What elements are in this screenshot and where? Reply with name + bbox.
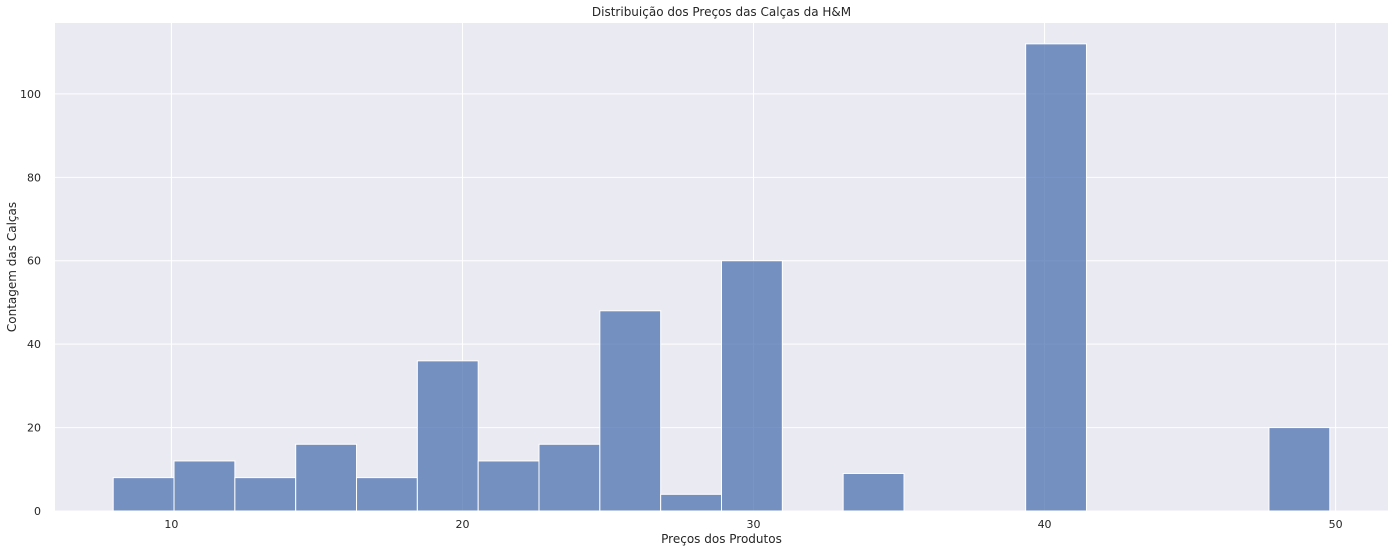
y-tick-label: 40 (27, 338, 41, 351)
y-axis-label: Contagem das Calças (5, 202, 19, 332)
histogram-bar (660, 493, 722, 512)
histogram-bar (599, 310, 662, 512)
histogram-bar (721, 260, 783, 512)
axis-ticks: 10 20 30 40 50 0 20 40 60 80 100 (20, 88, 1343, 531)
x-tick-label: 50 (1329, 518, 1343, 531)
x-tick-label: 30 (747, 518, 761, 531)
y-tick-label: 80 (27, 171, 41, 184)
histogram-bar (295, 443, 358, 512)
grid-lines (55, 23, 1388, 512)
histogram-bar (173, 460, 236, 512)
x-tick-label: 40 (1038, 518, 1052, 531)
histogram-bar (356, 477, 418, 512)
histogram-bar (416, 360, 479, 512)
y-tick-label: 20 (27, 422, 41, 435)
y-tick-label: 60 (27, 255, 41, 268)
histogram-bar (1268, 427, 1331, 512)
x-tick-label: 20 (455, 518, 469, 531)
y-tick-label: 100 (20, 88, 41, 101)
histogram-bar (477, 460, 540, 512)
y-tick-label: 0 (34, 505, 41, 518)
histogram-bars (112, 43, 1331, 512)
histogram-bar (112, 477, 175, 512)
histogram-bar (1025, 43, 1087, 512)
chart-title: Distribuição dos Preços das Calças da H&… (592, 5, 851, 19)
x-tick-label: 10 (164, 518, 178, 531)
histogram-bar (538, 443, 601, 512)
x-axis-label: Preços dos Produtos (661, 532, 782, 546)
histogram-bar (842, 472, 905, 512)
histogram-bar (234, 477, 297, 512)
